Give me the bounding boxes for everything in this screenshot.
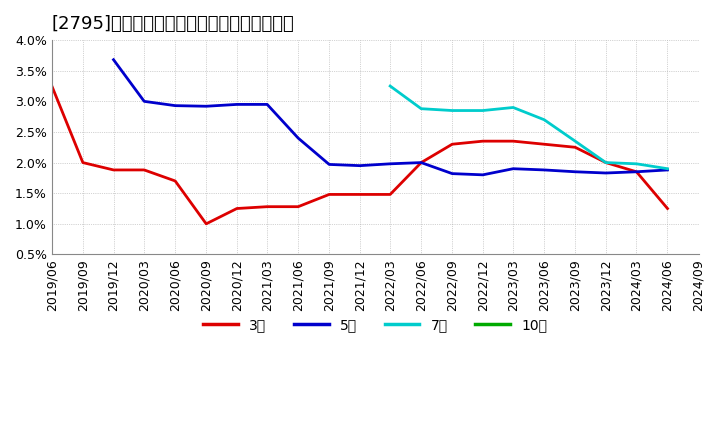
Text: [2795]　経常利益マージンの標準偏差の推移: [2795] 経常利益マージンの標準偏差の推移 bbox=[52, 15, 294, 33]
Legend: 3年, 5年, 7年, 10年: 3年, 5年, 7年, 10年 bbox=[197, 312, 553, 337]
